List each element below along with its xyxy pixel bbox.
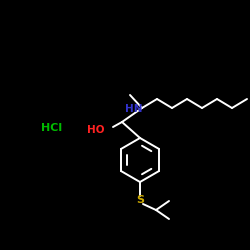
Text: HN: HN <box>125 104 143 114</box>
Text: S: S <box>136 195 144 205</box>
Text: HO: HO <box>88 125 105 135</box>
Text: HCl: HCl <box>42 123 62 133</box>
